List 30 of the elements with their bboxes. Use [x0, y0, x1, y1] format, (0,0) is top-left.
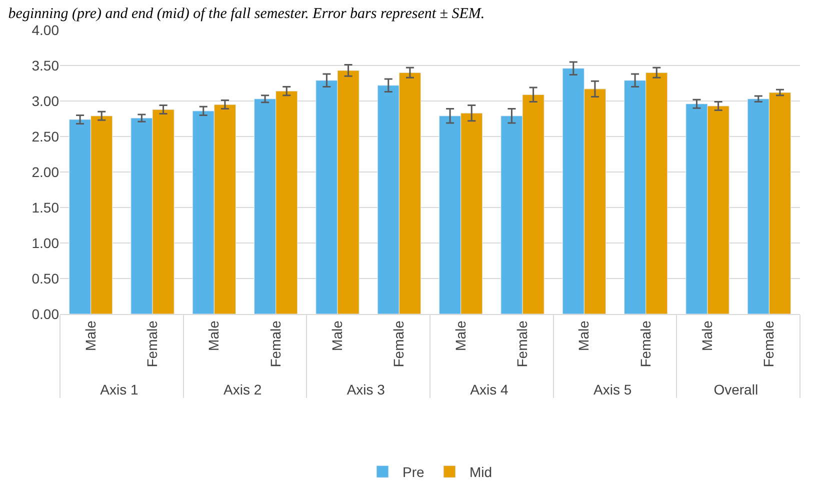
x-tick-label: Male — [452, 320, 468, 351]
x-tick-label: Female — [144, 320, 160, 368]
y-tick-label: 3.00 — [32, 92, 60, 109]
text: Overall — [714, 382, 758, 398]
x-tick-label: Female — [267, 320, 284, 368]
x-tick-label: Male — [576, 320, 592, 351]
y-tick-label: 3.50 — [32, 57, 60, 74]
x-tick-label: Male — [82, 320, 98, 351]
x-tick-label: Female — [760, 320, 777, 368]
text: Axis 1 — [100, 382, 138, 398]
text: Axis 4 — [470, 382, 508, 398]
y-tick-label: 1.50 — [32, 199, 60, 216]
y-tick-label: 0.00 — [32, 306, 60, 322]
y-tick-label: 4.00 — [32, 22, 60, 38]
y-tick-label: 2.00 — [32, 164, 60, 180]
x-tick-label: Female — [637, 320, 654, 368]
x-tick-label: Female — [514, 320, 530, 368]
chart-title: beginning (pre) and end (mid) of the fall semester. Error bars represent ± SEM. — [8, 6, 485, 22]
x-tick-label: Male — [206, 320, 222, 351]
x-tick-label: Male — [699, 320, 716, 351]
text: Axis 5 — [593, 382, 632, 398]
legend-label: Pre — [402, 464, 424, 480]
legend-label: Mid — [470, 464, 492, 480]
y-tick-label: 0.50 — [32, 270, 60, 286]
text: Axis 3 — [346, 382, 386, 398]
y-tick-label: 2.50 — [32, 128, 60, 144]
text: Axis 2 — [223, 382, 262, 398]
y-tick-label: 1.00 — [32, 234, 60, 251]
x-tick-label: Male — [329, 320, 346, 351]
x-tick-label: Female — [390, 320, 407, 368]
